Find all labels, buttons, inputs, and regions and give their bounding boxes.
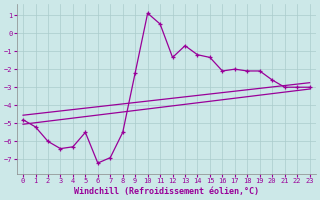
X-axis label: Windchill (Refroidissement éolien,°C): Windchill (Refroidissement éolien,°C) xyxy=(74,187,259,196)
